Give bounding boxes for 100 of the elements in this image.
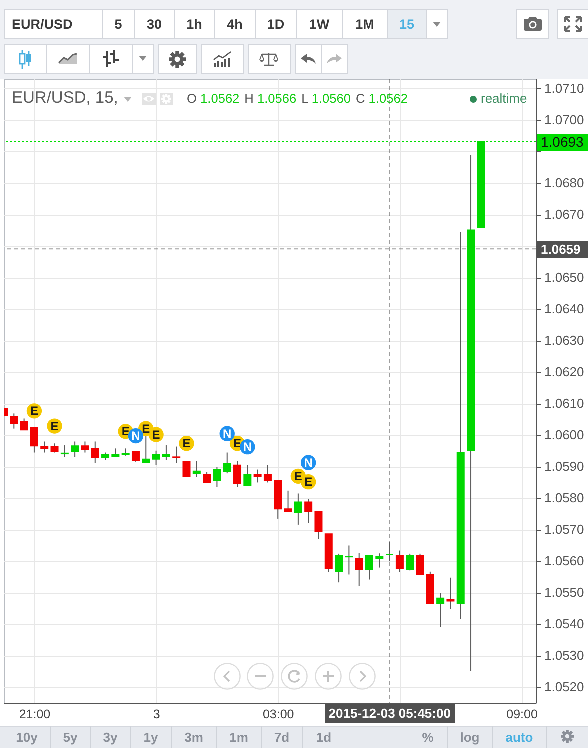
candlestick: [264, 464, 272, 484]
candlestick: [152, 450, 160, 466]
data-label: E: [142, 422, 150, 436]
candlestick: [223, 452, 232, 474]
text: 1d: [316, 730, 332, 744]
y-tick-label: 1.0600: [544, 428, 584, 443]
candlestick: [40, 441, 49, 454]
candlestick: [365, 555, 374, 580]
data-label: E: [50, 419, 59, 434]
candlestick: [335, 553, 344, 584]
candlestick: [20, 418, 28, 431]
data-label: E: [122, 424, 130, 439]
candlestick: [376, 553, 384, 568]
x-tick-label: 09:00: [506, 708, 538, 722]
y-tick-label: 1.0590: [544, 459, 584, 474]
text: log: [460, 730, 480, 744]
candlestick: [284, 490, 292, 513]
data-label: N: [243, 440, 252, 454]
x-tick-label: 3: [153, 708, 160, 722]
candlestick: [304, 498, 313, 524]
candlestick: [446, 577, 455, 610]
data-label: N: [304, 456, 313, 470]
x-tick-label: 21:00: [19, 708, 51, 722]
button: 1D: [255, 9, 297, 39]
data-label: E: [30, 404, 38, 418]
candlestick: [213, 466, 222, 488]
data-label: E: [152, 428, 160, 442]
text: %: [422, 730, 434, 744]
y-tick-label: 1.0570: [544, 522, 584, 538]
candlestick: [182, 461, 191, 478]
button: 5: [102, 9, 135, 39]
button: 30: [134, 9, 175, 39]
y-tick-label: 1.0560: [544, 554, 584, 569]
candlestick: [416, 553, 424, 576]
candlestick: [132, 451, 140, 462]
candlestick: [355, 552, 364, 587]
y-tick-label: 1.0670: [544, 207, 584, 222]
data-label: E: [294, 469, 302, 484]
candlestick: [203, 471, 212, 484]
x-tick-label: 03:00: [262, 708, 294, 722]
text: 5y: [63, 730, 78, 744]
ref-line-label: 1.0693: [537, 134, 588, 151]
candlestick: [192, 460, 201, 478]
candlestick: [50, 443, 59, 454]
text: 1y: [144, 730, 158, 744]
candlestick: [30, 427, 38, 454]
candlestick: [406, 553, 414, 572]
button: 1W: [296, 9, 343, 39]
y-tick-label: 1.0630: [544, 333, 584, 348]
text: 10y: [16, 730, 38, 744]
candlestick: [10, 413, 18, 430]
y-tick-label: 1.0530: [544, 648, 584, 664]
candlestick: [60, 445, 69, 458]
text: 3y: [103, 730, 118, 744]
candlestick: [436, 592, 445, 628]
candlestick: [314, 512, 323, 540]
ref-line-label: 2015-12-03 05:45:00: [324, 704, 455, 723]
y-tick-label: 1.0580: [544, 490, 584, 506]
y-tick-label: 1.0680: [544, 176, 584, 190]
candlestick: [396, 550, 404, 573]
y-tick-label: 1.0550: [544, 585, 584, 600]
text: EUR/USD, 15,: [12, 89, 118, 107]
y-tick-label: 1.0620: [544, 364, 584, 380]
button: 15: [387, 9, 427, 39]
annotation: H 1.0566: [244, 91, 297, 106]
candlestick: [244, 464, 252, 486]
button: 1M: [342, 9, 388, 39]
button: EUR/USD: [4, 9, 103, 39]
text: 3m: [184, 730, 204, 744]
text: 7d: [274, 730, 290, 744]
candlestick: [142, 436, 150, 464]
y-tick-label: 1.0520: [544, 680, 584, 695]
data-label: E: [234, 436, 242, 451]
data-label: N: [132, 429, 140, 444]
data-label: E: [182, 436, 191, 451]
candlestick: [386, 542, 394, 562]
ref-line-label: 1.0659: [537, 240, 588, 258]
y-tick-label: 1.0650: [544, 270, 584, 286]
button: 4h: [214, 9, 256, 39]
candlestick: [162, 445, 170, 461]
y-tick-label: 1.0540: [544, 616, 584, 632]
y-tick-label: 1.0700: [544, 112, 584, 128]
y-tick-label: 1.0710: [544, 80, 584, 96]
candlestick: [172, 446, 181, 464]
candlestick: [91, 441, 100, 464]
y-tick-label: 1.0640: [544, 302, 584, 317]
annotation: L 1.0560: [302, 91, 351, 106]
candlestick: [294, 493, 302, 526]
button: 1h: [174, 9, 215, 39]
annotation: C 1.0562: [356, 91, 408, 106]
candlestick: [234, 460, 242, 488]
data-label: N: [223, 426, 232, 441]
text: auto: [506, 730, 534, 744]
candlestick: [81, 441, 90, 454]
annotation: realtime: [481, 91, 528, 106]
annotation: O 1.0562: [187, 91, 240, 106]
y-tick-label: 1.0610: [544, 396, 584, 412]
candlestick: [254, 469, 262, 484]
data-label: E: [304, 475, 313, 490]
text: 1m: [230, 730, 248, 744]
